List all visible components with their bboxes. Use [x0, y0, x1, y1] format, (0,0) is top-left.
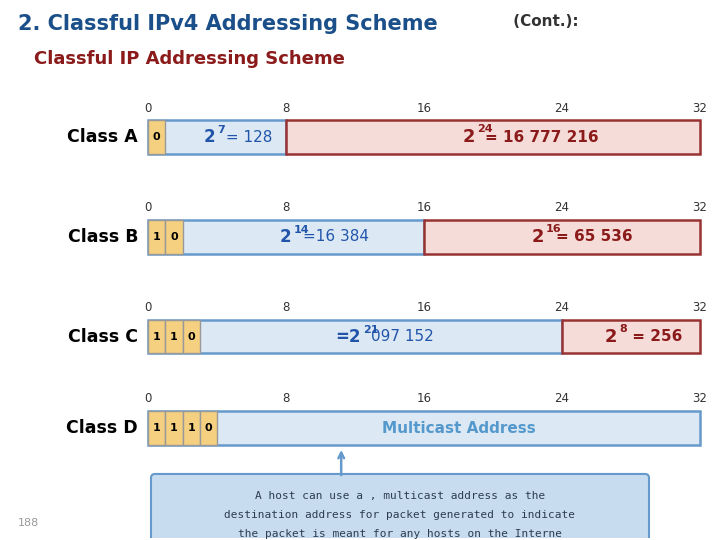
Text: 7: 7 — [217, 125, 225, 136]
Text: 2: 2 — [204, 129, 215, 146]
Text: 32: 32 — [693, 201, 708, 214]
Text: 0: 0 — [144, 301, 152, 314]
Text: 14: 14 — [293, 225, 309, 235]
Bar — [148, 120, 286, 154]
Text: = 65 536: = 65 536 — [556, 230, 633, 245]
Text: Multicast Address: Multicast Address — [382, 421, 536, 436]
Text: 0: 0 — [153, 132, 161, 143]
Bar — [148, 320, 562, 354]
Bar — [148, 320, 166, 354]
Text: 1: 1 — [153, 332, 161, 342]
Text: 1: 1 — [170, 332, 178, 342]
Text: 188: 188 — [18, 518, 40, 528]
Text: 1: 1 — [153, 423, 161, 433]
Text: 0: 0 — [170, 232, 178, 242]
Text: 16: 16 — [416, 392, 431, 405]
Text: (Cont.):: (Cont.): — [508, 14, 579, 29]
Text: 32: 32 — [693, 301, 708, 314]
Bar — [286, 120, 700, 154]
FancyBboxPatch shape — [151, 474, 649, 540]
Text: A host can use a , multicast address as the: A host can use a , multicast address as … — [255, 491, 545, 501]
Bar — [182, 320, 199, 354]
Text: 8: 8 — [282, 301, 289, 314]
Text: 8: 8 — [282, 201, 289, 214]
Bar — [148, 220, 424, 254]
Text: 24: 24 — [477, 124, 492, 134]
Text: 0: 0 — [187, 332, 195, 342]
Text: Classful IP Addressing Scheme: Classful IP Addressing Scheme — [34, 50, 345, 68]
Text: 0: 0 — [204, 423, 212, 433]
Bar — [199, 411, 217, 445]
Bar — [148, 220, 166, 254]
Text: 0: 0 — [144, 201, 152, 214]
Text: 1: 1 — [187, 423, 195, 433]
Text: Class D: Class D — [66, 419, 138, 437]
Text: 8: 8 — [282, 102, 289, 114]
Text: 24: 24 — [554, 102, 570, 114]
Text: 24: 24 — [554, 392, 570, 405]
Bar — [166, 220, 182, 254]
Text: 1: 1 — [170, 423, 178, 433]
Text: =16 384: =16 384 — [303, 230, 369, 245]
Text: Class A: Class A — [67, 129, 138, 146]
Text: =2: =2 — [336, 328, 361, 346]
Text: Class C: Class C — [68, 328, 138, 346]
Text: 16: 16 — [546, 224, 562, 234]
Text: 1: 1 — [153, 232, 161, 242]
Bar — [148, 411, 166, 445]
Text: destination address for packet generated to indicate: destination address for packet generated… — [225, 510, 575, 521]
Text: 8: 8 — [282, 392, 289, 405]
Text: 2: 2 — [531, 228, 544, 246]
Text: 21: 21 — [363, 325, 379, 335]
Text: = 128: = 128 — [220, 130, 272, 145]
Text: 16: 16 — [416, 201, 431, 214]
Text: 24: 24 — [554, 201, 570, 214]
Text: 0: 0 — [144, 392, 152, 405]
Text: = 256: = 256 — [627, 329, 683, 344]
Text: 32: 32 — [693, 392, 708, 405]
Text: 8: 8 — [619, 323, 626, 334]
Bar — [562, 320, 700, 354]
Text: 2: 2 — [605, 328, 617, 346]
Text: = 16 777 216: = 16 777 216 — [485, 130, 598, 145]
Text: the packet is meant for any hosts on the Interne: the packet is meant for any hosts on the… — [238, 529, 562, 539]
Bar — [182, 411, 199, 445]
Text: 24: 24 — [554, 301, 570, 314]
Text: 16: 16 — [416, 301, 431, 314]
Text: 0: 0 — [144, 102, 152, 114]
Bar — [166, 411, 182, 445]
Text: 2: 2 — [279, 228, 292, 246]
Text: 2: 2 — [462, 129, 475, 146]
Text: 16: 16 — [416, 102, 431, 114]
Text: 2. Classful IPv4 Addressing Scheme: 2. Classful IPv4 Addressing Scheme — [18, 14, 438, 34]
Text: 097 152: 097 152 — [371, 329, 433, 344]
Bar — [148, 120, 166, 154]
Text: Class B: Class B — [68, 228, 138, 246]
Bar — [424, 220, 700, 254]
Text: 32: 32 — [693, 102, 708, 114]
Bar — [166, 320, 182, 354]
Bar — [148, 411, 700, 445]
